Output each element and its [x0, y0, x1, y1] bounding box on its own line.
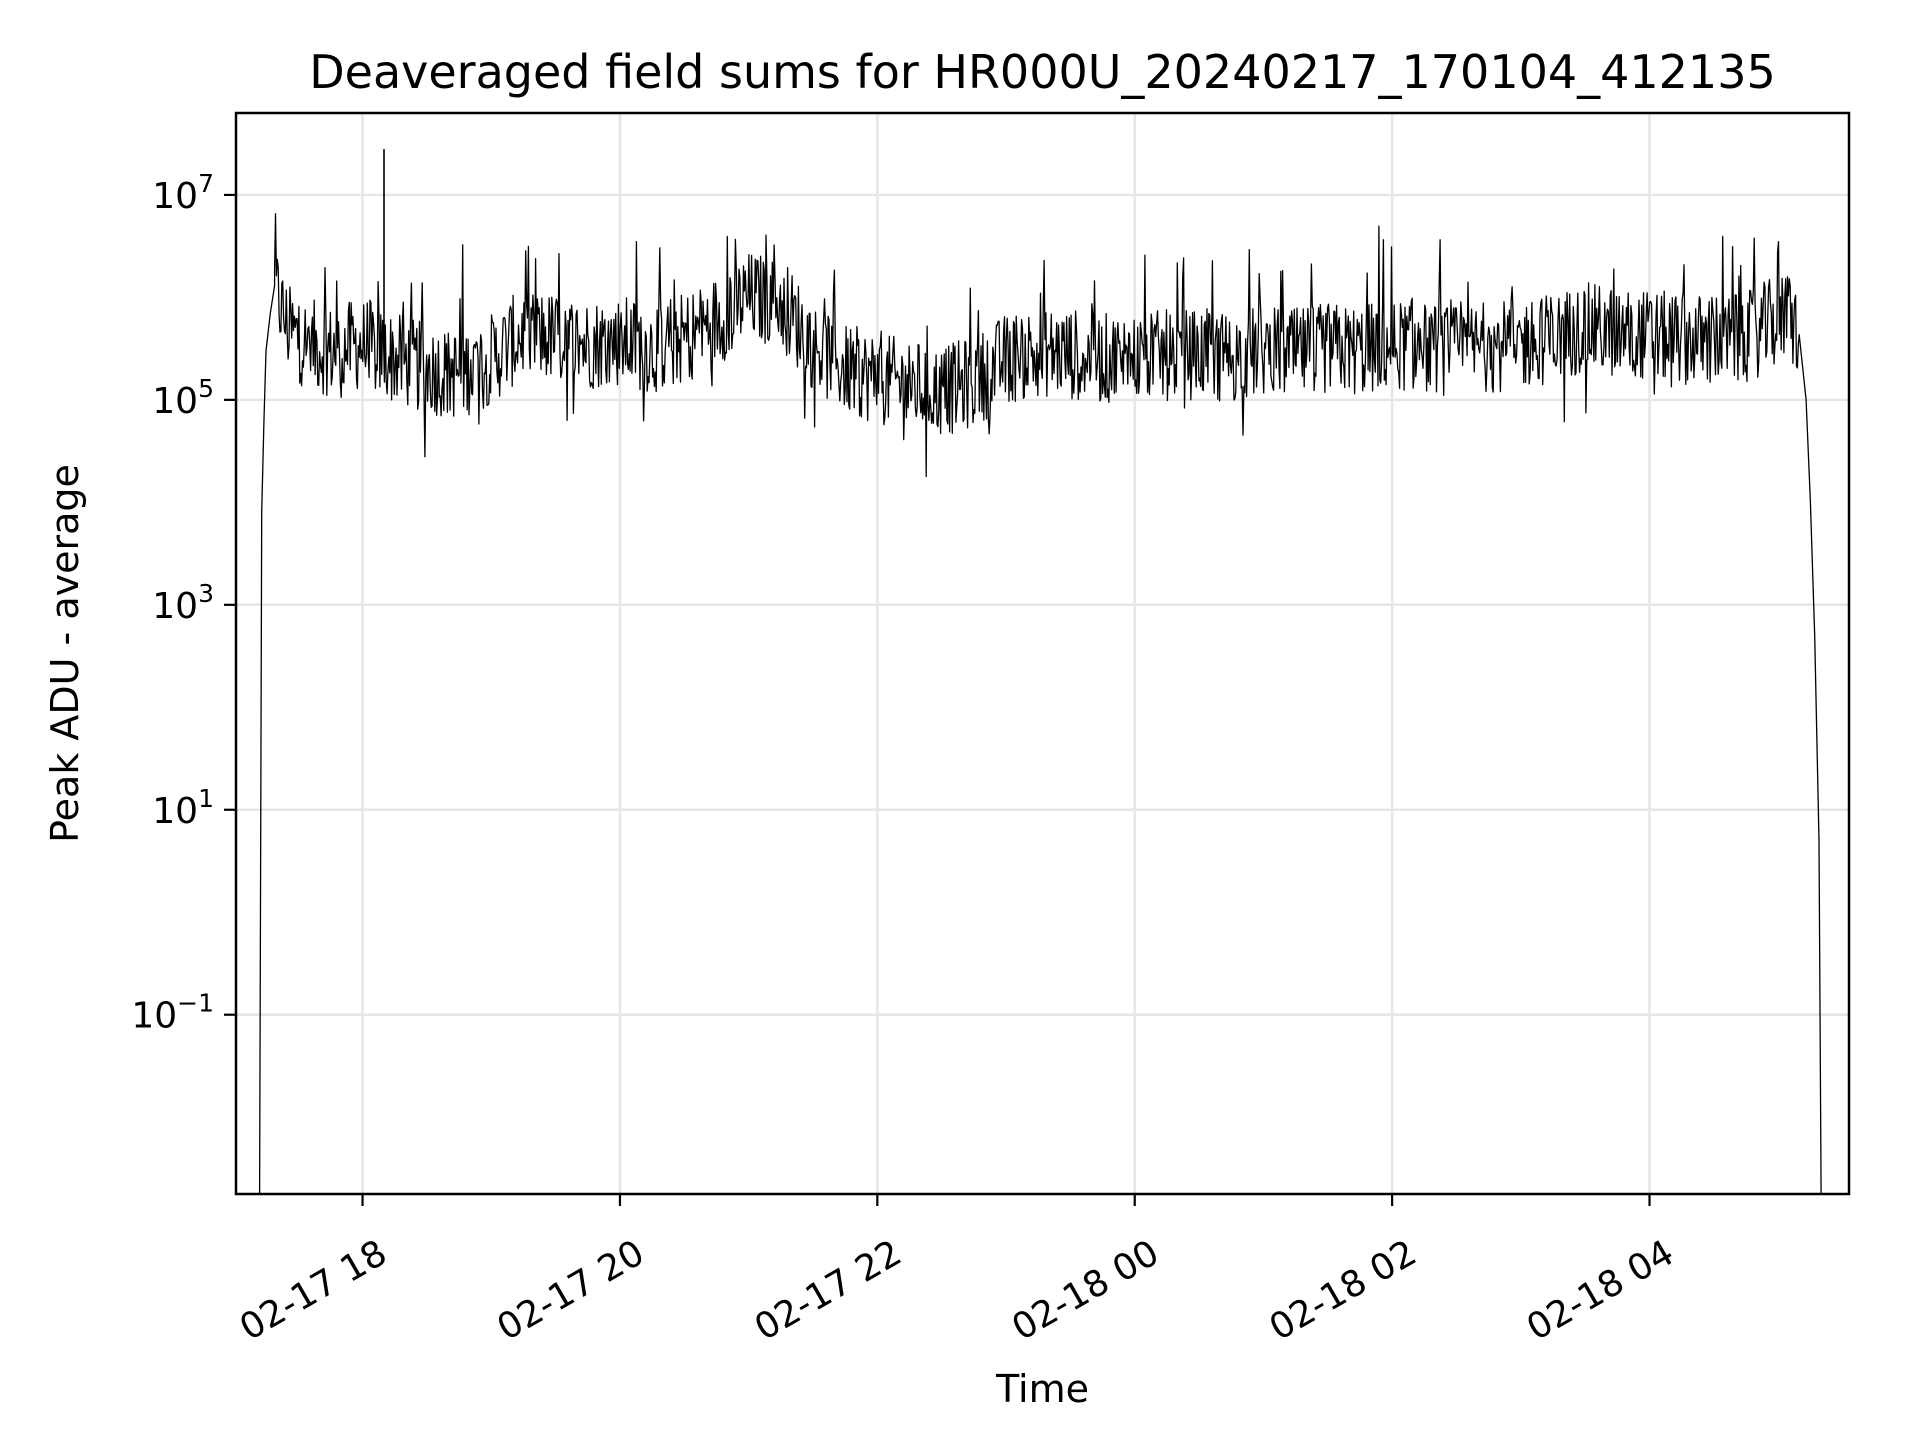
- x-axis-label: Time: [995, 1367, 1089, 1411]
- x-tick-label: 02-18 00: [1005, 1232, 1166, 1348]
- x-axis: 02-17 18 02-17 20 02-17 22 02-18 00 02-18 02…: [233, 1194, 1681, 1349]
- grid-lines: [236, 113, 1849, 1194]
- series-line: [258, 213, 1822, 1194]
- x-tick-label: 02-18 02: [1263, 1232, 1424, 1348]
- x-tick-label: 02-17 22: [748, 1232, 909, 1348]
- y-tick-label: 103: [152, 579, 214, 627]
- y-tick-label: 101: [152, 784, 214, 832]
- series-layer: [258, 149, 1822, 1194]
- y-axis: 10−1 101 103 105 107: [131, 169, 236, 1037]
- y-tick-label: 10−1: [131, 989, 214, 1037]
- plot-frame: [234, 111, 1851, 1196]
- x-tick-label: 02-17 18: [233, 1232, 394, 1348]
- y-tick-label: 107: [152, 169, 214, 217]
- x-tick-label: 02-17 20: [491, 1232, 652, 1348]
- x-tick-label: 02-18 04: [1520, 1232, 1681, 1348]
- y-tick-label: 105: [152, 374, 214, 422]
- y-axis-label: Peak ADU - average: [43, 464, 87, 843]
- chart-title: Deaveraged field sums for HR000U_2024021…: [309, 45, 1775, 99]
